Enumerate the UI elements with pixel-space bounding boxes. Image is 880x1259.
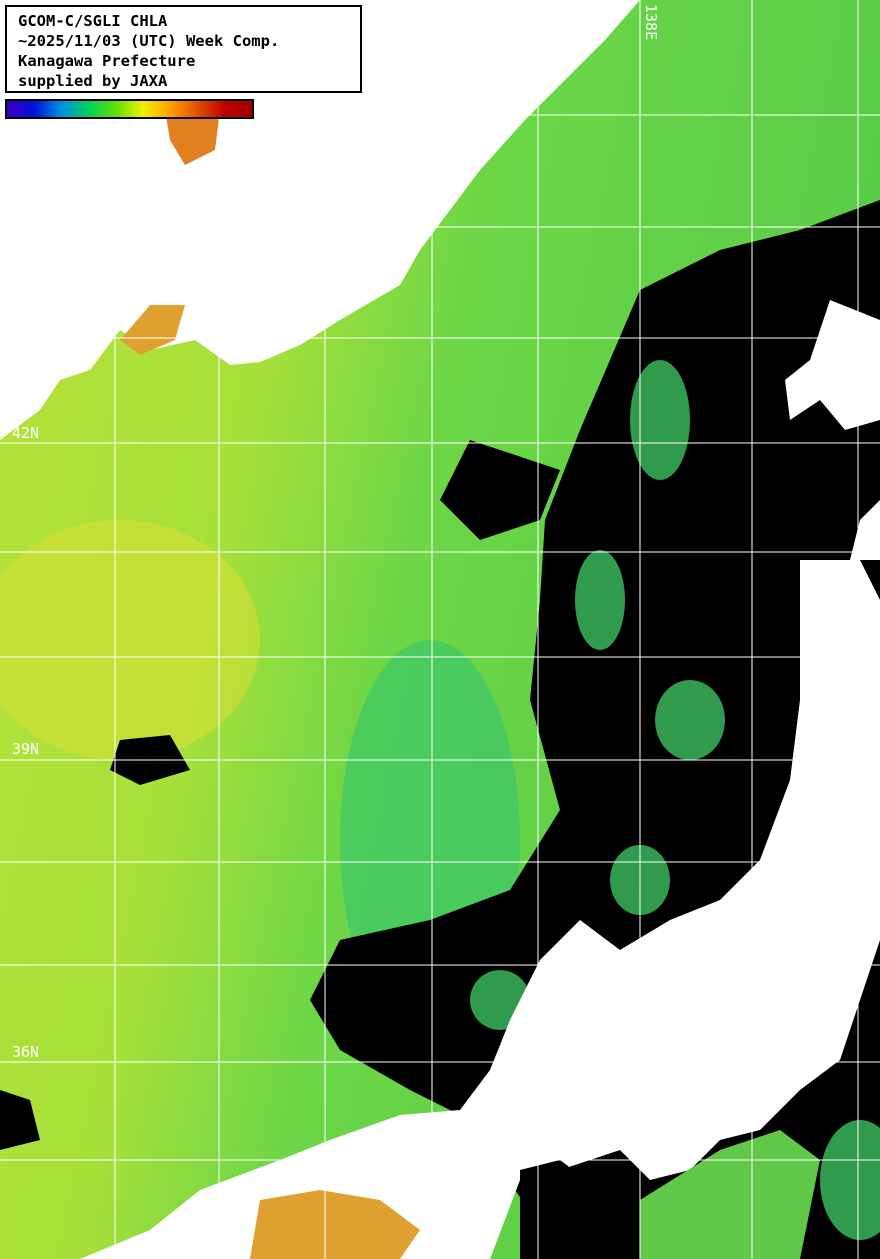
title-box: GCOM-C/SGLI CHLA ~2025/11/03 (UTC) Week … [5,5,362,93]
land-hokkaido [785,300,880,430]
region-line: Kanagawa Prefecture [18,52,196,70]
coastal-high-chla [120,305,185,355]
no-data-patch [0,1090,40,1150]
lat-label: 36N [12,1043,40,1061]
no-data-patch [440,440,560,540]
lat-label: 39N [12,740,40,758]
land-honshu [80,560,880,1259]
title-line: GCOM-C/SGLI CHLA [18,12,168,30]
lat-label: 42N [12,424,40,442]
color-scale-bar [5,99,254,119]
credit-line: supplied by JAXA [18,72,168,90]
coastal-data [640,1130,820,1259]
date-line: ~2025/11/03 (UTC) Week Comp. [18,32,280,50]
high-chla-patch [0,520,260,760]
coastal-high-chla [165,110,220,165]
lon-label: 138E [642,4,660,41]
no-data-patch [520,1160,600,1259]
coastal-high-chla [250,1190,420,1259]
